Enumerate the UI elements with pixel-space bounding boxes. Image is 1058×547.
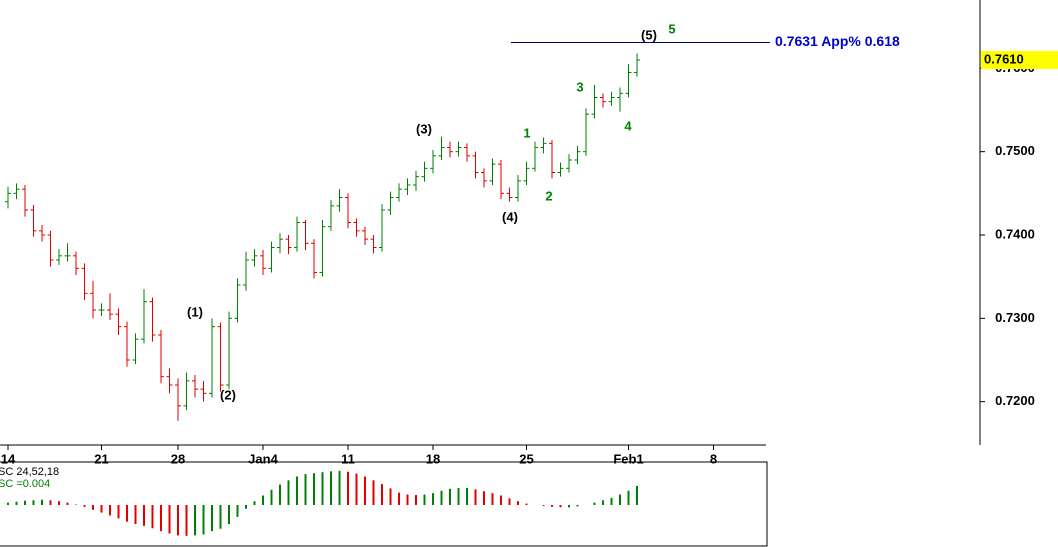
x-tick-label: 25 — [519, 451, 533, 466]
y-tick-label: 0.7200 — [995, 393, 1035, 408]
last-price-box — [981, 51, 1058, 69]
wave-label: 2 — [545, 188, 552, 203]
wave-label: (4) — [502, 209, 518, 224]
y-tick-label: 0.7400 — [995, 226, 1035, 241]
x-tick-label: 14 — [1, 451, 16, 466]
wave-label: 4 — [624, 118, 632, 133]
wave-label: (1) — [187, 304, 203, 319]
last-price-label: 0.7610 — [984, 51, 1024, 66]
x-tick-label: 8 — [710, 451, 717, 466]
wave-label: 3 — [576, 79, 583, 94]
x-tick-label: 28 — [171, 451, 185, 466]
y-tick-label: 0.7500 — [995, 143, 1035, 158]
oscillator-panel — [0, 461, 768, 547]
x-tick-label: 11 — [341, 451, 355, 466]
x-tick-label: 21 — [94, 451, 108, 466]
level-label: 0.7631 App% 0.618 — [775, 33, 900, 49]
oscillator-readout: SC =0.004 — [0, 478, 50, 490]
wave-label: (2) — [220, 387, 236, 402]
x-tick-label: 18 — [426, 451, 440, 466]
oscillator-label: SC 24,52,18 — [0, 466, 59, 478]
y-tick-label: 0.7300 — [995, 310, 1035, 325]
wave-label: (5) — [641, 27, 657, 42]
wave-label: 5 — [668, 21, 675, 36]
wave-label: (3) — [416, 121, 432, 136]
x-tick-label: Feb1 — [613, 451, 643, 466]
x-tick-label: Jan4 — [248, 451, 278, 466]
wave-label: 1 — [523, 125, 530, 140]
